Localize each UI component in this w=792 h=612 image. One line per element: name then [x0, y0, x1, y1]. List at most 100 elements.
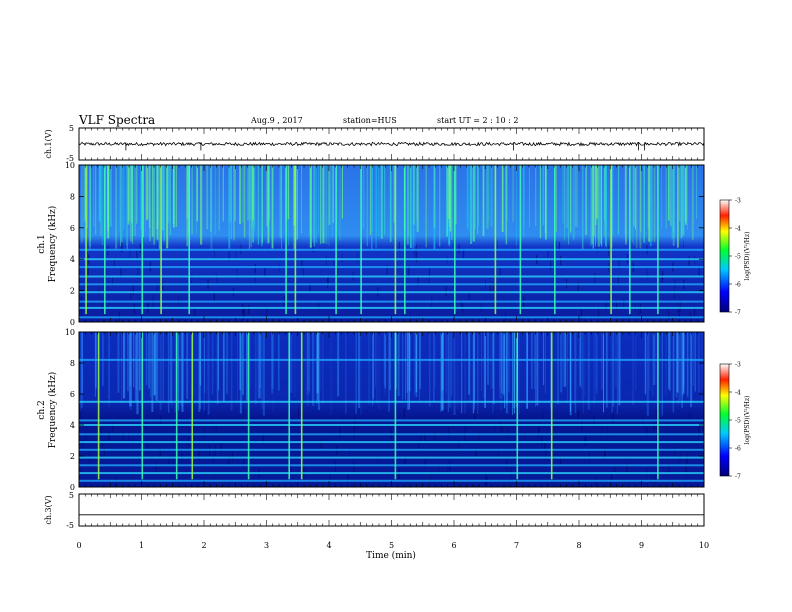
ch2-colorbar-label: log(PSD)(V²/Hz) [744, 396, 751, 445]
spectrogram-streak [331, 165, 334, 238]
spectrogram-streak [239, 165, 241, 225]
spectrogram-streak [371, 165, 373, 232]
spectrogram-dark-streak [132, 285, 134, 295]
spectrogram-streak [415, 332, 418, 393]
spectrogram-streak [250, 165, 252, 248]
spectrogram-dark-streak [646, 467, 648, 477]
spectrogram-burst [191, 332, 194, 480]
spectrogram-streak [492, 332, 494, 414]
spectrogram-dark-streak [309, 282, 311, 293]
spectrogram-streak [560, 332, 563, 393]
ch1-waveform-panel: 5 -5 ch.1(V) [44, 124, 705, 163]
spectrogram-dark-streak [243, 306, 246, 316]
spectrogram-streak [572, 165, 575, 240]
spectrogram-streak [279, 165, 281, 238]
xtick-label: 4 [326, 541, 331, 550]
spectrogram-band-line [79, 433, 704, 436]
spectrogram-streak [98, 165, 101, 221]
spectrogram-streak [293, 165, 295, 250]
spectrogram-dark-streak [685, 466, 687, 476]
spectrogram-streak [95, 165, 97, 235]
spectrogram-dark-streak [128, 432, 130, 442]
spectrogram-streak [186, 165, 188, 219]
colorbar-tick-label: -3 [735, 362, 741, 369]
spectrogram-streak [569, 165, 572, 232]
spectrogram-streak [502, 165, 504, 232]
ch2-colorbar-ticks: -3 -4 -5 -6 -7 [729, 362, 741, 481]
colorbar-tick-label: -5 [735, 418, 741, 425]
spectrogram-streak [669, 165, 672, 227]
spectrogram-streak [130, 165, 133, 223]
spectrogram-streak [472, 165, 475, 242]
spectrogram-streak [94, 332, 96, 397]
spectrogram-dark-streak [559, 255, 562, 266]
spectrogram-streak [320, 165, 322, 244]
spectrogram-streak [408, 332, 410, 410]
spectrogram-streak [505, 165, 506, 235]
spectrogram-streak [148, 165, 151, 228]
colorbar-tick-label: -6 [735, 282, 741, 289]
station-label: station=HUS [343, 116, 397, 125]
spectrogram-streak [212, 332, 215, 391]
spectrogram-dark-streak [283, 295, 285, 306]
spectrogram-streak [544, 332, 546, 394]
spectrogram-streak [687, 165, 688, 231]
spectrogram-band-line [79, 358, 704, 361]
spectrogram-dark-streak [418, 442, 419, 452]
ch1-waveform-ylabel: ch.1(V) [44, 129, 53, 158]
spectrogram-dark-streak [112, 422, 114, 432]
spectrogram-streak [501, 332, 503, 399]
spectrogram-streak [600, 165, 602, 244]
spectrogram-streak [555, 165, 557, 233]
spectrogram-dark-streak [558, 241, 561, 252]
spectrogram-streak [134, 165, 136, 236]
ch2-spectrogram-bands [79, 358, 704, 482]
spectrogram-dark-streak [424, 433, 426, 443]
spectrogram-streak [237, 332, 238, 403]
spectrogram-dark-streak [655, 474, 656, 484]
spectrogram-streak [441, 332, 442, 411]
spectrogram-dark-streak [589, 450, 590, 461]
spectrogram-streak [596, 332, 598, 394]
colorbar-tick-label: -4 [735, 390, 741, 397]
ch1-colorbar-label: log(PSD)(V²/Hz) [744, 232, 751, 281]
spectrogram-streak [477, 332, 480, 401]
spectrogram-streak [322, 165, 325, 244]
spectrogram-streak [320, 332, 322, 391]
spectrogram-streak [251, 165, 254, 228]
spectrogram-streak [159, 332, 162, 411]
spectrogram-dark-streak [547, 250, 549, 261]
spectrogram-dark-streak [85, 431, 87, 441]
spectrogram-streak [242, 332, 244, 395]
spectrogram-dark-streak [610, 473, 613, 483]
spectrogram-dark-streak [497, 240, 498, 250]
spectrogram-dark-streak [146, 441, 148, 452]
spectrogram-streak [126, 165, 128, 250]
spectrogram-streak [468, 332, 470, 395]
spectrogram-streak [512, 332, 513, 415]
spectrogram-dark-streak [613, 413, 614, 423]
spectrogram-dark-streak [605, 301, 607, 311]
ch1-spectrogram-ylabel-frequency: Frequency (kHz) [47, 206, 58, 283]
colorbar-tick-label: -7 [735, 310, 741, 317]
spectrogram-dark-streak [231, 451, 233, 461]
spectrogram-band-line [79, 291, 704, 294]
ch1-colorbar-ticks: -3 -4 -5 -6 -7 [729, 198, 741, 317]
spectrogram-streak [332, 165, 334, 223]
spectrogram-streak [625, 165, 627, 245]
spectrogram-streak [413, 165, 415, 225]
spectrogram-streak [252, 165, 254, 221]
spectrogram-dark-streak [377, 455, 378, 465]
spectrogram-streak [129, 332, 131, 407]
spectrogram-streak [535, 165, 537, 226]
spectrogram-streak [336, 165, 338, 237]
spectrogram-streak [470, 165, 473, 244]
spectrogram-dark-streak [458, 243, 460, 254]
spectrogram-streak [107, 165, 110, 239]
spectrogram-streak [230, 332, 233, 411]
spectrogram-streak [439, 165, 441, 247]
spectrogram-dark-streak [156, 281, 158, 292]
spectrogram-streak [606, 332, 608, 408]
spectrogram-streak [328, 165, 331, 225]
spectrogram-dark-streak [489, 284, 491, 294]
